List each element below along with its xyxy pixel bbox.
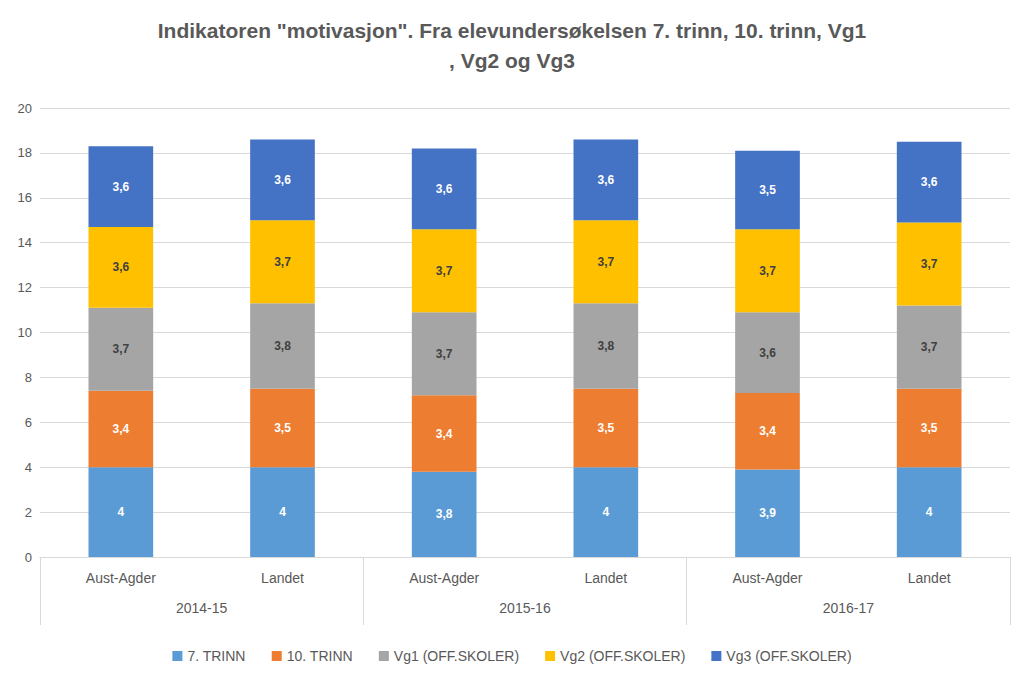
svg-text:Aust-Agder: Aust-Agder [732, 570, 802, 586]
svg-text:3,6: 3,6 [112, 180, 129, 194]
svg-text:2014-15: 2014-15 [176, 600, 228, 616]
svg-text:3,8: 3,8 [597, 339, 614, 353]
svg-text:10: 10 [18, 325, 32, 340]
svg-text:3,8: 3,8 [274, 339, 291, 353]
svg-text:3,6: 3,6 [597, 173, 614, 187]
svg-text:Vg2 (OFF.SKOLER): Vg2 (OFF.SKOLER) [560, 648, 685, 664]
svg-text:3,6: 3,6 [112, 260, 129, 274]
svg-text:3,8: 3,8 [436, 507, 453, 521]
svg-text:20: 20 [18, 101, 32, 116]
svg-text:2015-16: 2015-16 [499, 600, 551, 616]
svg-text:3,7: 3,7 [597, 255, 614, 269]
svg-text:12: 12 [18, 280, 32, 295]
svg-text:4: 4 [117, 505, 124, 519]
svg-text:3,7: 3,7 [436, 264, 453, 278]
svg-text:, Vg2 og Vg3: , Vg2 og Vg3 [449, 49, 575, 72]
svg-text:Vg3 (OFF.SKOLER): Vg3 (OFF.SKOLER) [726, 648, 851, 664]
svg-text:3,7: 3,7 [921, 340, 938, 354]
svg-text:Landet: Landet [261, 570, 304, 586]
svg-text:0: 0 [25, 550, 32, 565]
svg-text:3,7: 3,7 [921, 257, 938, 271]
svg-text:Vg1 (OFF.SKOLER): Vg1 (OFF.SKOLER) [394, 648, 519, 664]
svg-text:Aust-Agder: Aust-Agder [86, 570, 156, 586]
svg-text:Landet: Landet [908, 570, 951, 586]
svg-text:3,4: 3,4 [112, 422, 129, 436]
svg-text:Landet: Landet [584, 570, 627, 586]
svg-text:3,6: 3,6 [436, 182, 453, 196]
svg-text:7. TRINN: 7. TRINN [187, 648, 245, 664]
svg-text:3,5: 3,5 [597, 421, 614, 435]
svg-text:3,6: 3,6 [921, 175, 938, 189]
svg-text:3,4: 3,4 [759, 424, 776, 438]
svg-text:18: 18 [18, 145, 32, 160]
svg-text:4: 4 [279, 505, 286, 519]
svg-text:2016-17: 2016-17 [823, 600, 875, 616]
svg-text:10. TRINN: 10. TRINN [287, 648, 353, 664]
svg-text:14: 14 [18, 235, 32, 250]
svg-text:Indikatoren "motivasjon". Fra: Indikatoren "motivasjon". Fra elevunders… [158, 19, 867, 42]
svg-text:3,6: 3,6 [274, 173, 291, 187]
svg-text:3,7: 3,7 [436, 347, 453, 361]
svg-text:4: 4 [25, 460, 32, 475]
svg-text:3,6: 3,6 [759, 346, 776, 360]
svg-text:4: 4 [602, 505, 609, 519]
svg-text:8: 8 [25, 370, 32, 385]
svg-text:3,7: 3,7 [759, 264, 776, 278]
svg-text:Aust-Agder: Aust-Agder [409, 570, 479, 586]
svg-text:3,9: 3,9 [759, 506, 776, 520]
svg-text:3,5: 3,5 [274, 421, 291, 435]
svg-text:3,7: 3,7 [274, 255, 291, 269]
svg-text:6: 6 [25, 415, 32, 430]
svg-text:3,4: 3,4 [436, 427, 453, 441]
svg-text:2: 2 [25, 505, 32, 520]
svg-text:3,5: 3,5 [759, 183, 776, 197]
svg-text:16: 16 [18, 190, 32, 205]
svg-text:4: 4 [926, 505, 933, 519]
svg-text:3,7: 3,7 [112, 342, 129, 356]
svg-text:3,5: 3,5 [921, 421, 938, 435]
